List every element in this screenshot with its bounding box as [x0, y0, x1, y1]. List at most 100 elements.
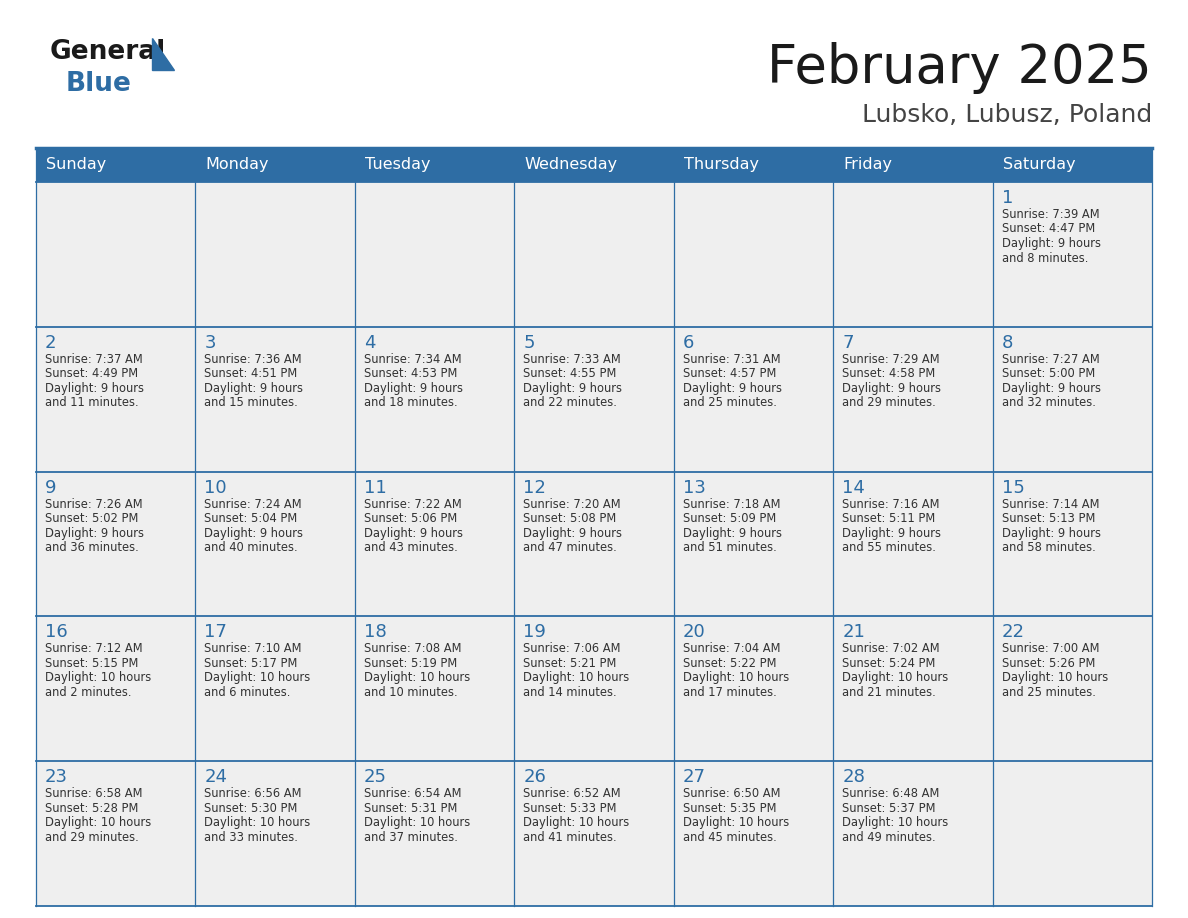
Bar — [36, 472, 196, 616]
Bar — [674, 761, 833, 906]
Text: and 22 minutes.: and 22 minutes. — [523, 397, 617, 409]
Text: Sunset: 4:58 PM: Sunset: 4:58 PM — [842, 367, 935, 380]
Text: Sunset: 5:09 PM: Sunset: 5:09 PM — [683, 512, 776, 525]
Bar — [514, 472, 674, 616]
Text: Blue: Blue — [67, 71, 132, 97]
Text: 6: 6 — [683, 334, 694, 352]
Text: Saturday: Saturday — [1003, 158, 1075, 173]
Text: 10: 10 — [204, 478, 227, 497]
Bar — [355, 616, 514, 761]
Text: Daylight: 10 hours: Daylight: 10 hours — [364, 816, 470, 829]
Bar — [355, 182, 514, 327]
Text: and 15 minutes.: and 15 minutes. — [204, 397, 298, 409]
Bar — [514, 327, 674, 472]
Text: Sunrise: 7:14 AM: Sunrise: 7:14 AM — [1001, 498, 1099, 510]
Text: Daylight: 9 hours: Daylight: 9 hours — [1001, 382, 1100, 395]
Bar — [196, 327, 355, 472]
Text: Sunrise: 6:54 AM: Sunrise: 6:54 AM — [364, 788, 461, 800]
Text: February 2025: February 2025 — [767, 42, 1152, 94]
Text: Sunset: 4:57 PM: Sunset: 4:57 PM — [683, 367, 776, 380]
Bar — [196, 616, 355, 761]
Text: 2: 2 — [45, 334, 57, 352]
Bar — [36, 148, 1152, 182]
Text: 28: 28 — [842, 768, 865, 786]
Text: Sunrise: 7:31 AM: Sunrise: 7:31 AM — [683, 353, 781, 365]
Bar — [674, 327, 833, 472]
Text: 25: 25 — [364, 768, 387, 786]
Text: Wednesday: Wednesday — [524, 158, 618, 173]
Text: Sunrise: 7:34 AM: Sunrise: 7:34 AM — [364, 353, 461, 365]
Text: Sunday: Sunday — [46, 158, 106, 173]
Bar — [833, 472, 992, 616]
Bar — [674, 616, 833, 761]
Text: 19: 19 — [523, 623, 546, 642]
Bar — [674, 182, 833, 327]
Text: and 21 minutes.: and 21 minutes. — [842, 686, 936, 699]
Bar — [355, 472, 514, 616]
Text: 11: 11 — [364, 478, 386, 497]
Text: Daylight: 10 hours: Daylight: 10 hours — [45, 816, 151, 829]
Text: 13: 13 — [683, 478, 706, 497]
Bar — [514, 616, 674, 761]
Bar — [196, 182, 355, 327]
Bar — [36, 327, 196, 472]
Text: Sunset: 5:31 PM: Sunset: 5:31 PM — [364, 801, 457, 814]
Text: Sunrise: 6:50 AM: Sunrise: 6:50 AM — [683, 788, 781, 800]
Text: and 41 minutes.: and 41 minutes. — [523, 831, 617, 844]
Text: Daylight: 9 hours: Daylight: 9 hours — [364, 382, 463, 395]
Text: and 18 minutes.: and 18 minutes. — [364, 397, 457, 409]
Text: 20: 20 — [683, 623, 706, 642]
Text: Sunset: 5:13 PM: Sunset: 5:13 PM — [1001, 512, 1095, 525]
Text: 17: 17 — [204, 623, 227, 642]
Text: Sunset: 4:49 PM: Sunset: 4:49 PM — [45, 367, 138, 380]
Text: and 45 minutes.: and 45 minutes. — [683, 831, 777, 844]
Text: Sunset: 5:21 PM: Sunset: 5:21 PM — [523, 657, 617, 670]
Text: Sunrise: 7:36 AM: Sunrise: 7:36 AM — [204, 353, 302, 365]
Text: Sunset: 4:47 PM: Sunset: 4:47 PM — [1001, 222, 1095, 236]
Text: Friday: Friday — [843, 158, 892, 173]
Text: Sunset: 5:06 PM: Sunset: 5:06 PM — [364, 512, 457, 525]
Text: Daylight: 9 hours: Daylight: 9 hours — [45, 382, 144, 395]
Text: Sunrise: 7:04 AM: Sunrise: 7:04 AM — [683, 643, 781, 655]
Bar — [36, 616, 196, 761]
Text: Sunrise: 7:16 AM: Sunrise: 7:16 AM — [842, 498, 940, 510]
Text: 16: 16 — [45, 623, 68, 642]
Text: 23: 23 — [45, 768, 68, 786]
Polygon shape — [152, 38, 173, 70]
Text: Sunset: 5:15 PM: Sunset: 5:15 PM — [45, 657, 138, 670]
Text: Sunset: 5:00 PM: Sunset: 5:00 PM — [1001, 367, 1095, 380]
Text: and 32 minutes.: and 32 minutes. — [1001, 397, 1095, 409]
Text: Daylight: 10 hours: Daylight: 10 hours — [204, 816, 311, 829]
Text: and 49 minutes.: and 49 minutes. — [842, 831, 936, 844]
Bar — [514, 761, 674, 906]
Text: Sunset: 4:55 PM: Sunset: 4:55 PM — [523, 367, 617, 380]
Text: Daylight: 9 hours: Daylight: 9 hours — [523, 382, 623, 395]
Text: Daylight: 10 hours: Daylight: 10 hours — [204, 671, 311, 685]
Text: Sunset: 5:35 PM: Sunset: 5:35 PM — [683, 801, 776, 814]
Text: Sunrise: 7:10 AM: Sunrise: 7:10 AM — [204, 643, 302, 655]
Text: Sunset: 4:53 PM: Sunset: 4:53 PM — [364, 367, 457, 380]
Text: and 37 minutes.: and 37 minutes. — [364, 831, 457, 844]
Text: Sunrise: 7:24 AM: Sunrise: 7:24 AM — [204, 498, 302, 510]
Text: 8: 8 — [1001, 334, 1013, 352]
Text: 9: 9 — [45, 478, 57, 497]
Text: and 55 minutes.: and 55 minutes. — [842, 541, 936, 554]
Bar — [355, 327, 514, 472]
Text: Daylight: 10 hours: Daylight: 10 hours — [45, 671, 151, 685]
Text: and 17 minutes.: and 17 minutes. — [683, 686, 777, 699]
Bar — [992, 182, 1152, 327]
Bar — [992, 761, 1152, 906]
Text: Sunrise: 7:08 AM: Sunrise: 7:08 AM — [364, 643, 461, 655]
Bar — [36, 761, 196, 906]
Text: and 25 minutes.: and 25 minutes. — [683, 397, 777, 409]
Text: Daylight: 10 hours: Daylight: 10 hours — [1001, 671, 1108, 685]
Text: Daylight: 10 hours: Daylight: 10 hours — [364, 671, 470, 685]
Text: General: General — [50, 39, 166, 65]
Text: Sunset: 5:08 PM: Sunset: 5:08 PM — [523, 512, 617, 525]
Text: and 14 minutes.: and 14 minutes. — [523, 686, 617, 699]
Text: Sunset: 5:02 PM: Sunset: 5:02 PM — [45, 512, 138, 525]
Text: and 2 minutes.: and 2 minutes. — [45, 686, 132, 699]
Text: Sunrise: 6:56 AM: Sunrise: 6:56 AM — [204, 788, 302, 800]
Bar — [833, 327, 992, 472]
Text: Sunset: 5:11 PM: Sunset: 5:11 PM — [842, 512, 935, 525]
